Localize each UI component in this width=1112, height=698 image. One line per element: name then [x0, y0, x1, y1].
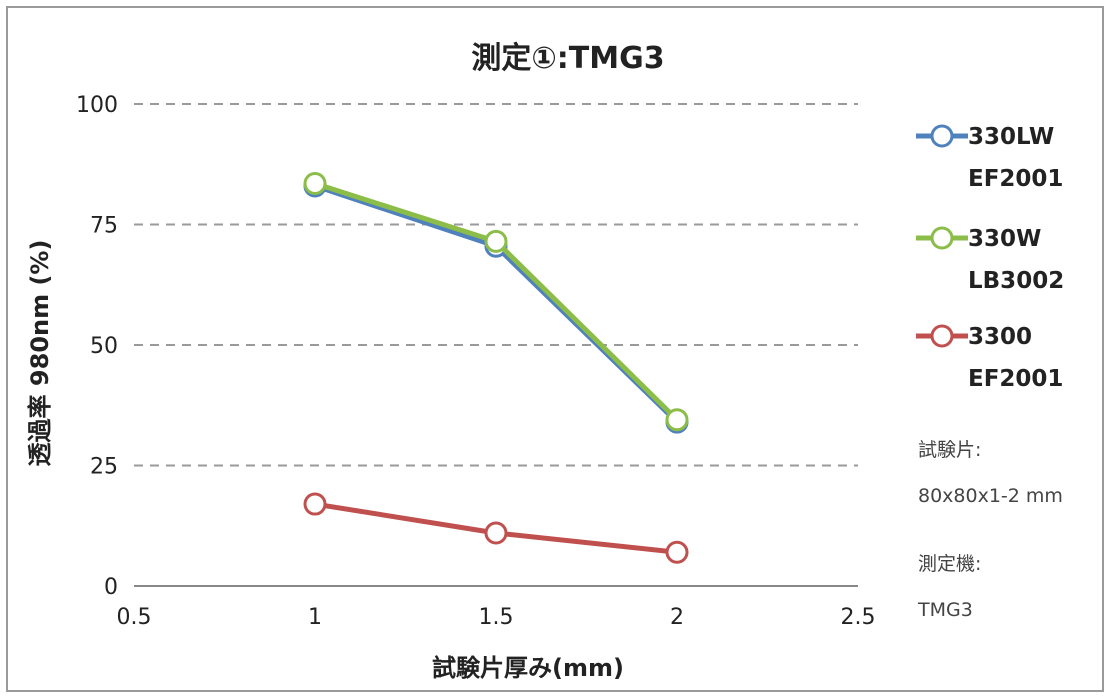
series-1 — [303, 172, 689, 432]
legend-swatch-marker — [930, 124, 954, 148]
y-axis-label: 透過率 980nm (%) — [26, 240, 54, 467]
legend: 330LW EF2001 330W LB3002 3300 EF2001 — [916, 124, 1064, 392]
device-value: TMG3 — [917, 599, 973, 621]
y-tick-label: 25 — [90, 455, 118, 480]
legend-swatch-marker — [930, 226, 954, 250]
data-point — [303, 492, 327, 516]
legend-swatch-marker — [930, 324, 954, 348]
series-line — [314, 181, 679, 422]
legend-item-1: 330W LB3002 — [916, 226, 1064, 294]
device-label: 測定機: — [918, 553, 981, 575]
legend-label-line1: 3300 — [968, 324, 1032, 350]
x-tick-label: 1 — [308, 605, 322, 630]
notes: 試験片: 80x80x1-2 mm 測定機: TMG3 — [917, 439, 1063, 621]
chart-canvas: 測定①:TMG3 0 25 50 75 100 0.5 1 1.5 2 2.5 試験片厚み(mm… — [26, 41, 1064, 682]
series-0 — [303, 174, 689, 434]
x-axis-label: 試験片厚み(mm) — [432, 654, 624, 682]
legend-item-0: 330LW EF2001 — [916, 124, 1063, 192]
y-tick-label: 100 — [76, 93, 118, 118]
grid-lines — [134, 103, 858, 467]
legend-item-2: 3300 EF2001 — [916, 324, 1063, 392]
series-2 — [303, 492, 689, 564]
y-tick-label: 75 — [90, 214, 118, 239]
x-axis-ticks: 0.5 1 1.5 2 2.5 — [117, 605, 876, 630]
data-point — [303, 172, 327, 196]
data-point — [484, 229, 508, 253]
y-tick-label: 0 — [104, 575, 118, 600]
legend-label-line2: EF2001 — [968, 366, 1063, 392]
x-tick-label: 2 — [670, 605, 684, 630]
data-point — [484, 521, 508, 545]
x-tick-label: 0.5 — [117, 605, 152, 630]
y-tick-label: 50 — [90, 334, 118, 359]
legend-label-line2: EF2001 — [968, 166, 1063, 192]
data-point — [665, 408, 689, 432]
specimen-label: 試験片: — [918, 439, 981, 461]
specimen-value: 80x80x1-2 mm — [918, 485, 1063, 507]
data-point — [665, 540, 689, 564]
legend-label-line1: 330LW — [968, 124, 1054, 150]
chart-title: 測定①:TMG3 — [471, 41, 664, 76]
y-axis-ticks: 0 25 50 75 100 — [76, 93, 118, 600]
x-tick-label: 1.5 — [479, 605, 514, 630]
x-tick-label: 2.5 — [841, 605, 876, 630]
chart-frame: 測定①:TMG3 0 25 50 75 100 0.5 1 1.5 2 2.5 試験片厚み(mm… — [6, 6, 1104, 692]
series-line — [314, 183, 679, 424]
series-layer — [303, 172, 689, 564]
legend-label-line1: 330W — [968, 226, 1041, 252]
legend-label-line2: LB3002 — [968, 268, 1064, 294]
